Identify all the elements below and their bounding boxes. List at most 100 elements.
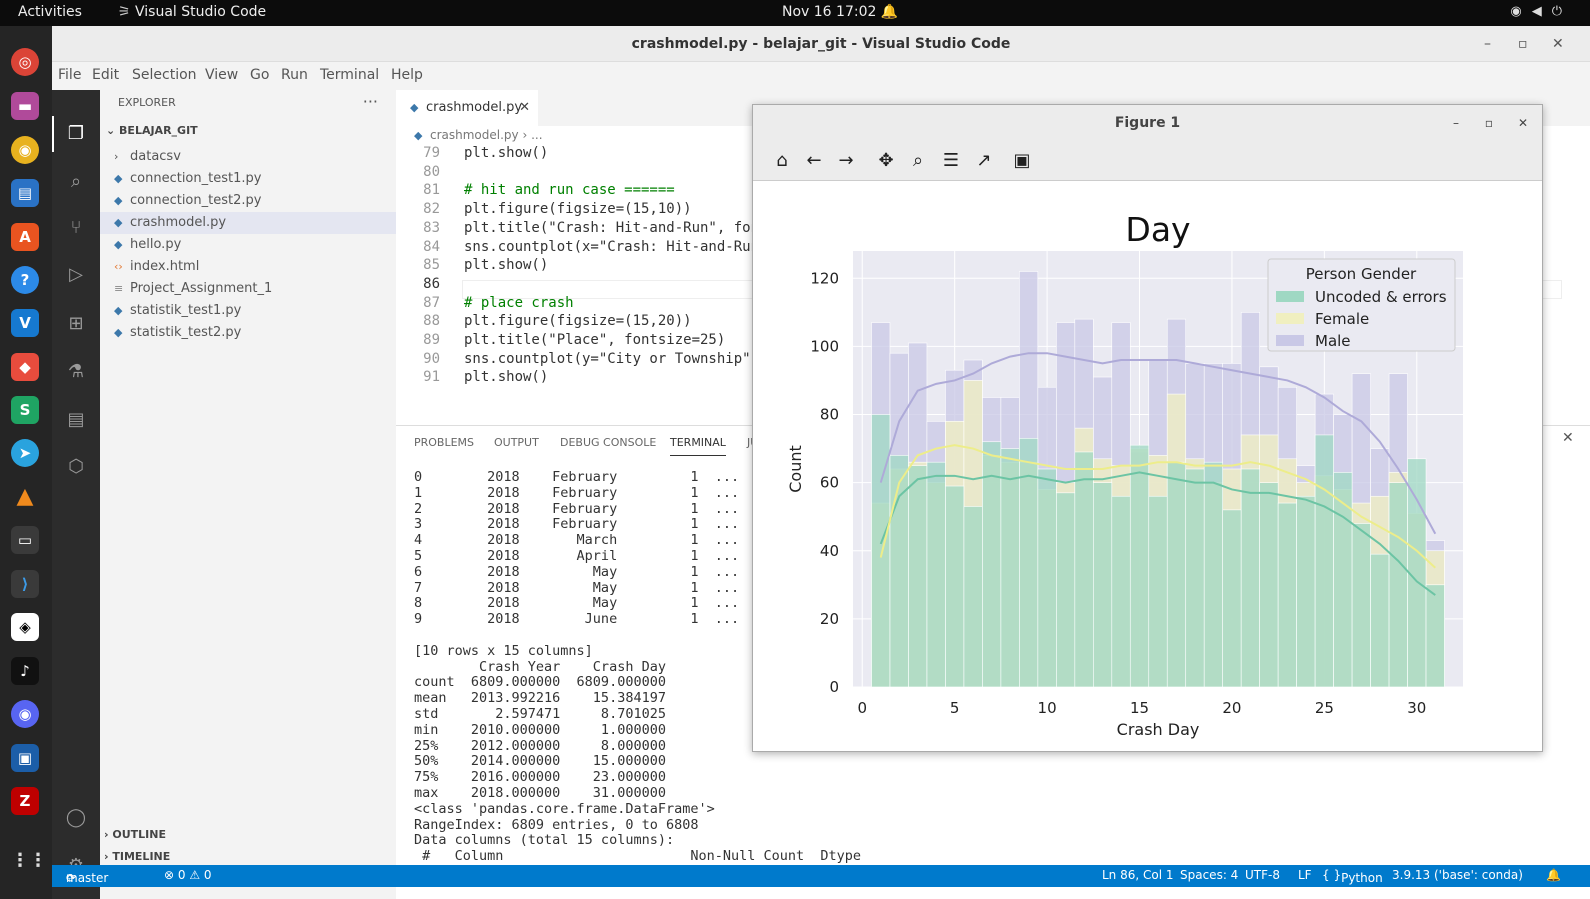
app-grid-icon[interactable]: ⋮⋮⋮	[11, 850, 65, 871]
histogram-bar	[963, 506, 983, 688]
pan-icon[interactable]: ✥	[878, 150, 894, 171]
timeline-section[interactable]: › TIMELINE	[104, 850, 171, 863]
eol-status[interactable]: LF	[1298, 868, 1312, 882]
histogram-bar	[908, 465, 928, 688]
close-icon[interactable]: ✕	[1552, 36, 1564, 52]
explorer-header: EXPLORER	[118, 96, 176, 109]
tab-close-icon[interactable]: ✕	[519, 100, 530, 115]
encoding-status[interactable]: UTF-8	[1245, 868, 1280, 882]
line-number: 91	[423, 369, 440, 386]
tree-file-selected[interactable]: ◆ crashmodel.py	[100, 212, 396, 234]
interpreter-status[interactable]: 3.9.13 ('base': conda)	[1392, 868, 1523, 882]
menu-terminal[interactable]: Terminal	[320, 67, 380, 83]
histogram-bar	[1277, 502, 1297, 688]
back-arrow-icon[interactable]: ←	[806, 150, 822, 171]
configure-subplots-icon[interactable]: ☰	[942, 150, 960, 171]
testing-icon[interactable]: ⚗	[67, 361, 85, 382]
histogram-bar	[1166, 461, 1187, 688]
breadcrumb[interactable]: ◆ crashmodel.py › ...	[414, 128, 543, 142]
activities-button[interactable]: Activities	[18, 4, 82, 20]
app-store-icon[interactable]: A	[11, 223, 39, 251]
menu-go[interactable]: Go	[250, 67, 270, 83]
vscode-icon[interactable]: ⟩	[11, 570, 39, 598]
indent-status[interactable]: Spaces: 4	[1180, 868, 1239, 882]
tree-file[interactable]: ◆ connection_test1.py	[100, 168, 396, 190]
account-icon[interactable]: ◯	[65, 807, 87, 828]
tab-terminal[interactable]: TERMINAL	[670, 436, 726, 456]
sheets-icon[interactable]: S	[11, 396, 39, 424]
outline-section[interactable]: › OUTLINE	[104, 828, 166, 841]
notification-bell-icon[interactable]: 🔔	[1546, 868, 1561, 882]
window-title: crashmodel.py - belajar_git - Visual Stu…	[631, 36, 1011, 52]
vlc-icon[interactable]: ▲	[16, 484, 34, 509]
tab-crashmodel[interactable]: ◆ crashmodel.py ✕	[396, 90, 538, 126]
virtualbox-icon[interactable]: ▣	[11, 744, 39, 772]
menu-file[interactable]: File	[58, 67, 82, 83]
menu-view[interactable]: View	[205, 67, 239, 83]
tree-file[interactable]: ‹› index.html	[100, 256, 396, 278]
save-figure-icon[interactable]: ▣	[1013, 150, 1031, 171]
source-control-icon[interactable]: ⑂	[70, 217, 82, 238]
chrome-icon[interactable]: ◎	[11, 48, 39, 76]
figure-minimize-icon[interactable]: –	[1453, 116, 1459, 130]
more-actions-icon[interactable]: ···	[362, 92, 378, 111]
active-app-label[interactable]: ⚞ Visual Studio Code	[118, 4, 267, 20]
workspace-root[interactable]: ⌄ BELAJAR_GIT	[106, 124, 198, 137]
histogram-bar	[1370, 553, 1390, 688]
figure-maximize-icon[interactable]: ▫	[1484, 116, 1494, 130]
cursor-position[interactable]: Ln 86, Col 1	[1102, 868, 1174, 882]
tree-file[interactable]: ◆ hello.py	[100, 234, 396, 256]
menu-run[interactable]: Run	[281, 67, 308, 83]
tree-file[interactable]: ◆ connection_test2.py	[100, 190, 396, 212]
tab-debug-console[interactable]: DEBUG CONSOLE	[560, 436, 657, 449]
y-tick-label: 100	[810, 337, 839, 355]
forward-arrow-icon[interactable]: →	[838, 150, 854, 171]
vscode-blue-icon[interactable]: V	[11, 309, 39, 337]
menu-help[interactable]: Help	[391, 67, 423, 83]
extensions-icon[interactable]: ⊞	[68, 313, 84, 334]
search-icon[interactable]: ⌕	[70, 171, 82, 192]
tiktok-icon[interactable]: ♪	[11, 657, 39, 685]
tree-file[interactable]: ◆ statistik_test2.py	[100, 322, 396, 344]
tree-file[interactable]: ≡ Project_Assignment_1	[100, 278, 396, 300]
discord-icon[interactable]: ◉	[11, 700, 39, 728]
files-icon[interactable]: ▬	[11, 92, 39, 120]
rhythmbox-icon[interactable]: ◉	[11, 136, 39, 164]
panel-close-icon[interactable]: ✕	[1562, 430, 1574, 446]
tab-problems[interactable]: PROBLEMS	[414, 436, 475, 449]
minimize-icon[interactable]: –	[1484, 36, 1491, 52]
edit-axis-icon[interactable]: ↗	[976, 150, 992, 171]
problems-status[interactable]: ⊗ 0 ⚠ 0	[164, 868, 212, 882]
system-tray[interactable]: ◉◀⏻	[1510, 4, 1572, 19]
help-icon[interactable]: ?	[11, 266, 39, 294]
telegram-icon[interactable]: ➤	[11, 439, 39, 467]
menu-edit[interactable]: Edit	[92, 67, 120, 83]
explorer-icon[interactable]: ❐	[67, 123, 85, 144]
figure-close-icon[interactable]: ✕	[1517, 116, 1529, 130]
inkscape-icon[interactable]: ◈	[11, 613, 39, 641]
run-debug-icon[interactable]: ▷	[69, 264, 83, 285]
y-tick-label: 40	[820, 542, 839, 560]
tree-file[interactable]: ◆ statistik_test1.py	[100, 300, 396, 322]
writer-icon[interactable]: ▤	[11, 179, 39, 207]
histogram-bar	[1259, 482, 1279, 688]
python-icon[interactable]: ⬡	[68, 456, 84, 477]
menu-selection[interactable]: Selection	[132, 67, 197, 83]
histogram-bar	[1222, 509, 1242, 688]
filezilla-icon[interactable]: Z	[11, 787, 39, 815]
anydesk-icon[interactable]: ◆	[11, 353, 39, 381]
home-icon[interactable]: ⌂	[776, 150, 788, 171]
clock[interactable]: Nov 16 17:02 🔔	[782, 4, 899, 20]
notebook-icon[interactable]: ▤	[67, 409, 85, 430]
terminal-icon[interactable]: ▭	[11, 526, 39, 554]
terminal-line: <class 'pandas.core.frame.DataFrame'>	[414, 800, 715, 817]
figure-titlebar: Figure 1 – ▫ ✕	[753, 105, 1542, 141]
terminal-output[interactable]: 0 2018 February 1 ... 1 2018 February 1 .…	[414, 469, 869, 881]
line-number: 80	[423, 163, 440, 180]
tree-folder-datacsv[interactable]: › datacsv	[100, 146, 396, 168]
zoom-icon[interactable]: ⌕	[912, 150, 924, 171]
maximize-icon[interactable]: ▫	[1518, 36, 1528, 52]
tab-output[interactable]: OUTPUT	[494, 436, 539, 449]
python-file-icon: ◆	[410, 101, 419, 114]
language-status[interactable]: { } Python	[1322, 868, 1383, 885]
